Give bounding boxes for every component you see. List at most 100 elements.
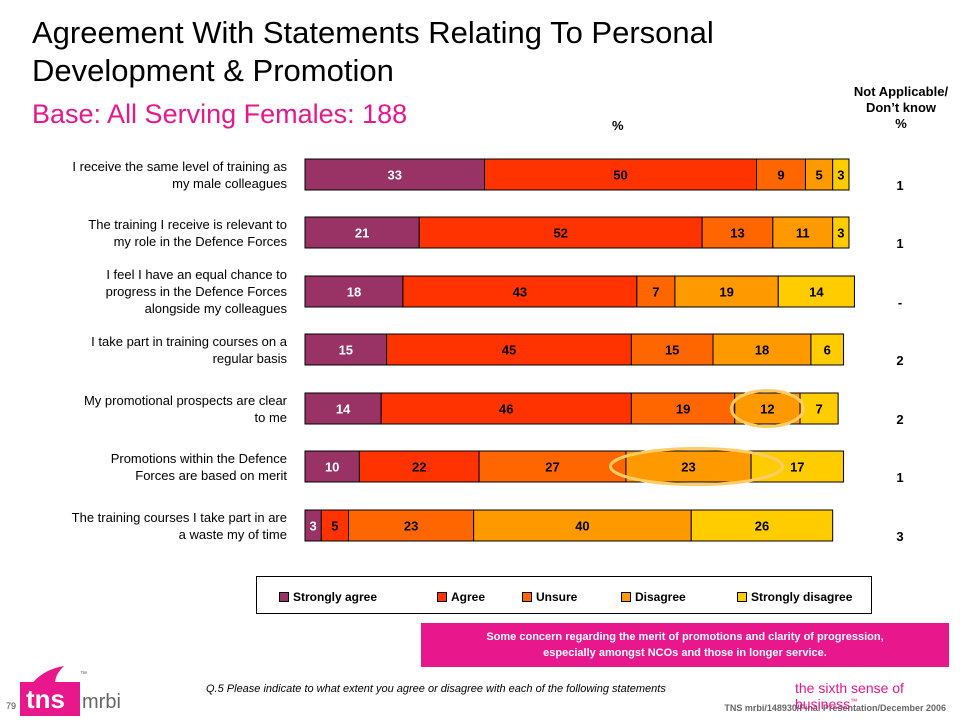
tagline-trademark: ™ — [850, 698, 858, 706]
na-value: 3 — [896, 529, 904, 544]
row-label: I receive the same level of training as m… — [10, 158, 287, 192]
page-number: 79 — [6, 701, 17, 711]
data-label: 45 — [502, 343, 516, 358]
data-label: 14 — [809, 285, 824, 300]
data-label: 13 — [730, 226, 744, 241]
row-label-line: My promotional prospects are clear — [83, 392, 287, 408]
legend-item: Strongly agree — [279, 590, 377, 604]
data-label: 3 — [837, 226, 844, 241]
data-label: 18 — [347, 285, 361, 300]
legend-item: Strongly disagree — [737, 590, 852, 604]
data-label: 15 — [339, 343, 353, 358]
data-label: 14 — [336, 402, 351, 417]
na-header-line-1: Not Applicable/ — [853, 84, 949, 99]
data-label: 27 — [545, 460, 559, 475]
row-label: I feel I have an equal chance to progress… — [10, 266, 287, 317]
row-label-line: The training courses I take part in are — [71, 509, 287, 525]
question-text: Q.5 Please indicate to what extent you a… — [206, 683, 666, 695]
data-label: 12 — [760, 402, 774, 417]
chart-legend: Strongly agree Agree Unsure Disagree Strongl… — [256, 576, 872, 614]
bar-segment — [304, 333, 388, 366]
legend-label: Strongly agree — [293, 590, 378, 604]
data-label: 23 — [404, 519, 418, 534]
not-applicable-header: Not Applicable/ Don’t know % — [836, 84, 960, 132]
row-label-line: Forces are based on merit — [135, 467, 287, 483]
row-label-line: a waste my of time — [178, 526, 287, 542]
legend-item: Agree — [437, 590, 485, 604]
na-value: 1 — [896, 236, 904, 251]
highlight-ellipse — [609, 447, 785, 486]
row-label-line: to me — [254, 409, 287, 425]
logo-text-mrbi: mrbi — [82, 691, 121, 713]
tagline-text: the sixth sense of business — [795, 680, 904, 712]
legend-label: Strongly disagree — [751, 590, 853, 604]
row-label: My promotional prospects are clear to me — [10, 392, 287, 426]
data-label: 40 — [575, 519, 589, 534]
data-label: 33 — [388, 168, 402, 183]
data-label: 21 — [355, 226, 369, 241]
data-label: 22 — [412, 460, 426, 475]
legend-item: Disagree — [621, 590, 686, 604]
row-label-line: I feel I have an equal chance to — [106, 267, 287, 282]
callout-line-1: Some concern regarding the merit of prom… — [486, 631, 884, 643]
data-label: 5 — [815, 168, 822, 183]
data-label: 5 — [331, 519, 338, 534]
row-label-line: Promotions within the Defence — [110, 450, 287, 466]
bar-segment — [832, 216, 850, 249]
data-label: 3 — [310, 519, 317, 534]
bar-segment — [804, 158, 834, 191]
data-label: 3 — [837, 168, 844, 183]
na-header-line-3: % — [895, 116, 907, 131]
data-label: 50 — [613, 168, 627, 183]
bar-segment — [799, 392, 839, 425]
legend-swatch — [621, 592, 631, 602]
row-label: I take part in training courses on a regu… — [10, 333, 287, 367]
data-label: 43 — [513, 285, 527, 300]
row-label-line: my role in the Defence Forces — [113, 233, 287, 249]
bar-segment — [402, 275, 638, 308]
bar-segment — [304, 158, 486, 191]
row-label: The training I receive is relevant to my … — [10, 216, 287, 250]
logo-bg-block — [20, 682, 80, 716]
legend-swatch — [522, 592, 532, 602]
data-label: 19 — [719, 285, 733, 300]
bar-segment — [832, 158, 850, 191]
bar-segment — [478, 450, 627, 483]
brand-tagline: the sixth sense of business™ — [795, 680, 960, 712]
summary-callout: Some concern regarding the merit of prom… — [421, 623, 949, 667]
bar-segment — [734, 392, 801, 425]
bar-segment — [701, 216, 774, 249]
na-value: - — [897, 295, 903, 310]
bar-segment — [484, 158, 758, 191]
legend-swatch — [737, 592, 747, 602]
data-label: 10 — [325, 460, 339, 475]
page-title: Agreement With Statements Relating To Pe… — [32, 15, 714, 88]
row-label-line: progress in the Defence Forces — [105, 284, 287, 299]
legend-label: Agree — [451, 590, 486, 604]
bar-segment — [380, 392, 632, 425]
row-label: Promotions within the Defence Forces are … — [10, 450, 287, 484]
bar-segment — [304, 216, 420, 249]
data-label: 26 — [755, 519, 769, 534]
callout-line-2: especially amongst NCOs and those in lon… — [543, 647, 827, 659]
bar-segment — [304, 450, 360, 483]
row-label-line: The training I receive is relevant to — [88, 216, 287, 232]
bar-segment — [674, 275, 779, 308]
data-label: 15 — [665, 343, 679, 358]
row-label-line: regular basis — [212, 350, 287, 366]
legend-item: Unsure — [522, 590, 577, 604]
legend-label: Disagree — [635, 590, 686, 604]
data-label: 23 — [681, 460, 695, 475]
row-label-line: my male colleagues — [172, 175, 287, 191]
data-label: 7 — [815, 402, 822, 417]
na-value: 2 — [896, 353, 904, 368]
data-label: 18 — [755, 343, 769, 358]
bar-segment — [625, 450, 752, 483]
percent-column-header: % — [612, 118, 624, 133]
bar-segment — [772, 216, 834, 249]
legend-label: Unsure — [536, 590, 578, 604]
row-label-line: I receive the same level of training as — [72, 158, 287, 174]
bar-segment — [386, 333, 632, 366]
bar-segment — [810, 333, 845, 366]
